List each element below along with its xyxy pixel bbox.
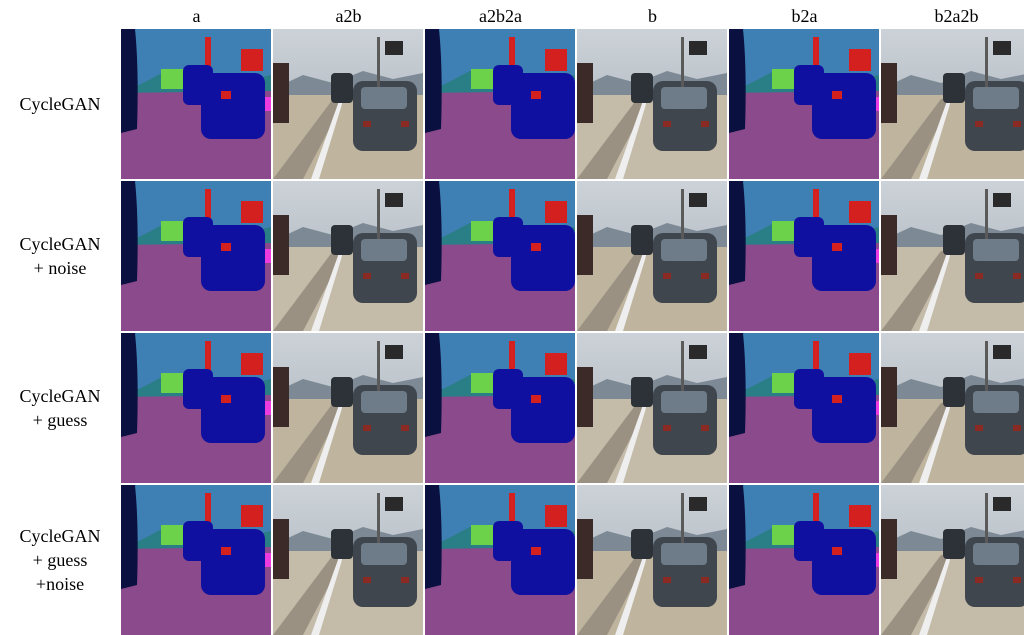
result-image-b-row3: [577, 333, 727, 483]
result-image-a-row4: [121, 485, 271, 635]
row-label-1: CycleGAN: [0, 29, 120, 179]
column-header-b: b: [648, 6, 657, 26]
result-image-a2b-row3: [273, 333, 423, 483]
result-image-a2b-row2: [273, 181, 423, 331]
row-label-line: CycleGAN: [19, 526, 101, 546]
result-image-a2b2a-row4: [425, 485, 575, 635]
column-header-a: a: [192, 6, 201, 26]
column-header-b2a: b2a: [791, 6, 818, 26]
column-header-a2b: a2b: [335, 6, 362, 26]
result-image-a2b-row4: [273, 485, 423, 635]
result-image-a-row3: [121, 333, 271, 483]
column-header-b2a2b: b2a2b: [934, 6, 979, 26]
result-image-b-row4: [577, 485, 727, 635]
row-label-3: CycleGAN + guess: [0, 333, 120, 483]
result-image-a2b-row1: [273, 29, 423, 179]
row-label-line: + noise: [33, 258, 87, 278]
result-image-b2a2b-row3: [881, 333, 1024, 483]
result-image-a-row1: [121, 29, 271, 179]
result-image-b2a-row4: [729, 485, 879, 635]
result-image-b2a2b-row1: [881, 29, 1024, 179]
row-label-line: + guess: [32, 410, 88, 430]
result-image-a2b2a-row1: [425, 29, 575, 179]
result-image-b-row2: [577, 181, 727, 331]
row-label-line: + guess: [32, 550, 88, 570]
row-label-line: CycleGAN: [19, 234, 101, 254]
result-image-b2a-row1: [729, 29, 879, 179]
result-image-b2a-row3: [729, 333, 879, 483]
result-image-b2a2b-row4: [881, 485, 1024, 635]
result-image-b-row1: [577, 29, 727, 179]
column-header-a2b2a: a2b2a: [479, 6, 522, 26]
result-image-a-row2: [121, 181, 271, 331]
row-label-2: CycleGAN + noise: [0, 181, 120, 331]
row-label-line: CycleGAN: [19, 94, 101, 114]
result-image-b2a-row2: [729, 181, 879, 331]
row-label-line: +noise: [35, 574, 85, 594]
row-label-line: CycleGAN: [19, 386, 101, 406]
result-image-a2b2a-row3: [425, 333, 575, 483]
result-image-b2a2b-row2: [881, 181, 1024, 331]
result-image-a2b2a-row2: [425, 181, 575, 331]
row-label-4: CycleGAN + guess +noise: [0, 485, 120, 635]
